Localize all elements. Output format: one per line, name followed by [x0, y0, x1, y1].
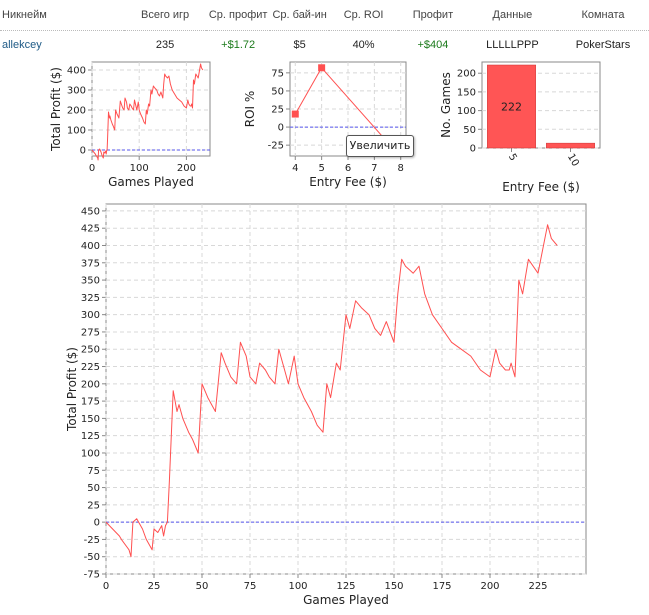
- y-tick-label: -75: [84, 570, 100, 581]
- y-tick-label: 50: [463, 125, 476, 136]
- x-tick-label: 75: [244, 581, 257, 592]
- y-tick-label: 0: [80, 146, 86, 157]
- x-tick-label: 200: [480, 581, 499, 592]
- y-tick-label: 25: [271, 105, 284, 116]
- y-tick-label: 0: [278, 123, 284, 134]
- data-point: [318, 64, 326, 72]
- x-tick-label: 200: [177, 163, 196, 174]
- header-nickname[interactable]: Никнейм: [2, 8, 47, 21]
- x-tick-label: 0: [89, 163, 95, 174]
- y-tick-label: 300: [81, 310, 100, 321]
- x-tick-label: 175: [432, 581, 451, 592]
- x-tick-label: 5: [506, 152, 519, 163]
- y-tick-label: 50: [87, 483, 100, 494]
- x-tick-label: 10: [565, 152, 581, 169]
- y-tick-label: 0: [94, 518, 100, 529]
- data-point: [291, 110, 299, 118]
- y-axis-label: ROI %: [243, 91, 257, 128]
- plot-area: [91, 61, 211, 157]
- x-tick-label: 6: [345, 163, 351, 174]
- x-tick-label: 7: [371, 163, 377, 174]
- x-axis-label: Games Played: [303, 593, 389, 607]
- data-cell: LLLLLPPP: [486, 39, 539, 51]
- y-tick-label: -50: [84, 552, 100, 563]
- x-tick-label: 225: [528, 581, 547, 592]
- y-tick-label: 200: [457, 69, 476, 80]
- x-tick-label: 100: [130, 163, 149, 174]
- y-tick-label: 375: [81, 258, 100, 269]
- x-tick-label: 50: [196, 581, 209, 592]
- header-data[interactable]: Данные: [492, 8, 533, 21]
- y-tick-label: 200: [67, 106, 86, 117]
- zoom-tooltip[interactable]: Увеличить: [346, 135, 414, 157]
- y-tick-label: 200: [81, 379, 100, 390]
- roi-by-fee-chart[interactable]: -25 0 25 50 75 4 5 6 7 8 Entry Fee ($) ROI %: [240, 58, 415, 193]
- y-tick-label: 0: [470, 144, 476, 155]
- y-tick-label: 100: [81, 448, 100, 459]
- x-axis-label: Entry Fee ($): [309, 175, 387, 189]
- y-tick-label: 300: [67, 86, 86, 97]
- room-cell: PokerStars: [575, 39, 631, 51]
- series-line: [91, 63, 204, 161]
- y-axis-label: Total Profit ($): [65, 347, 79, 432]
- avg-profit-cell: +$1.72: [221, 39, 256, 51]
- x-tick-label: 5: [318, 163, 324, 174]
- y-tick-label: 50: [271, 86, 284, 97]
- bar-data-label: 222: [501, 100, 522, 113]
- y-tick-label: 400: [67, 66, 86, 77]
- games-by-fee-chart[interactable]: 0 50 100 150 200 5 10 222 Entry Fee ($) No. Games: [438, 58, 610, 193]
- y-tick-label: 75: [87, 466, 100, 477]
- y-tick-label: -25: [268, 141, 284, 152]
- y-tick-label: 350: [81, 276, 100, 287]
- y-tick-label: 125: [81, 431, 100, 442]
- stats-header-row: Никнейм Всего игр Ср. профит Ср. бай-ин …: [0, 0, 649, 31]
- y-tick-label: 275: [81, 327, 100, 338]
- main-profit-chart: -75-50-250255075100125150175200225250275…: [65, 203, 587, 607]
- x-tick-label: 125: [336, 581, 355, 592]
- y-tick-label: 25: [87, 500, 100, 511]
- y-tick-label: 150: [457, 87, 476, 98]
- avg-roi-cell: 40%: [352, 39, 375, 51]
- header-profit[interactable]: Профит: [412, 8, 454, 21]
- y-tick-label: 325: [81, 293, 100, 304]
- table-row: allekcey 235 +$1.72 $5 40% +$404 LLLLLPP…: [0, 31, 649, 60]
- x-tick-label: 25: [148, 581, 161, 592]
- header-avg-profit[interactable]: Ср. профит: [208, 8, 268, 21]
- avg-buyin-cell: $5: [293, 39, 306, 51]
- y-tick-label: 400: [81, 241, 100, 252]
- y-axis-label: No. Games: [439, 72, 453, 138]
- y-tick-label: 225: [81, 362, 100, 373]
- y-tick-label: 150: [81, 414, 100, 425]
- bar: [487, 64, 536, 149]
- games-cell: 235: [155, 39, 175, 51]
- x-tick-label: 4: [292, 163, 298, 174]
- header-room[interactable]: Комната: [581, 8, 625, 21]
- header-games[interactable]: Всего игр: [140, 8, 190, 21]
- y-axis-label: Total Profit ($): [49, 67, 63, 152]
- series-line: [105, 224, 558, 558]
- profit-cell: +$404: [417, 39, 449, 51]
- player-stats-table: Никнейм Всего игр Ср. профит Ср. бай-ин …: [0, 0, 649, 59]
- nickname-link[interactable]: allekcey: [2, 39, 42, 51]
- bar: [546, 142, 595, 149]
- y-tick-label: 75: [271, 68, 284, 79]
- y-tick-label: 175: [81, 397, 100, 408]
- header-avg-buyin[interactable]: Ср. бай-ин: [272, 8, 327, 21]
- y-tick-label: 450: [81, 206, 100, 217]
- header-avg-roi[interactable]: Ср. ROI: [343, 8, 384, 21]
- y-tick-label: 100: [457, 106, 476, 117]
- y-tick-label: 250: [81, 345, 100, 356]
- y-tick-label: -25: [84, 535, 100, 546]
- x-tick-label: 8: [398, 163, 404, 174]
- x-tick-label: 0: [103, 581, 109, 592]
- y-tick-label: 100: [67, 126, 86, 137]
- x-tick-label: 100: [288, 581, 307, 592]
- y-tick-label: 425: [81, 224, 100, 235]
- x-axis-label: Entry Fee ($): [502, 180, 580, 193]
- x-tick-label: 150: [384, 581, 403, 592]
- x-axis-label: Games Played: [108, 175, 194, 189]
